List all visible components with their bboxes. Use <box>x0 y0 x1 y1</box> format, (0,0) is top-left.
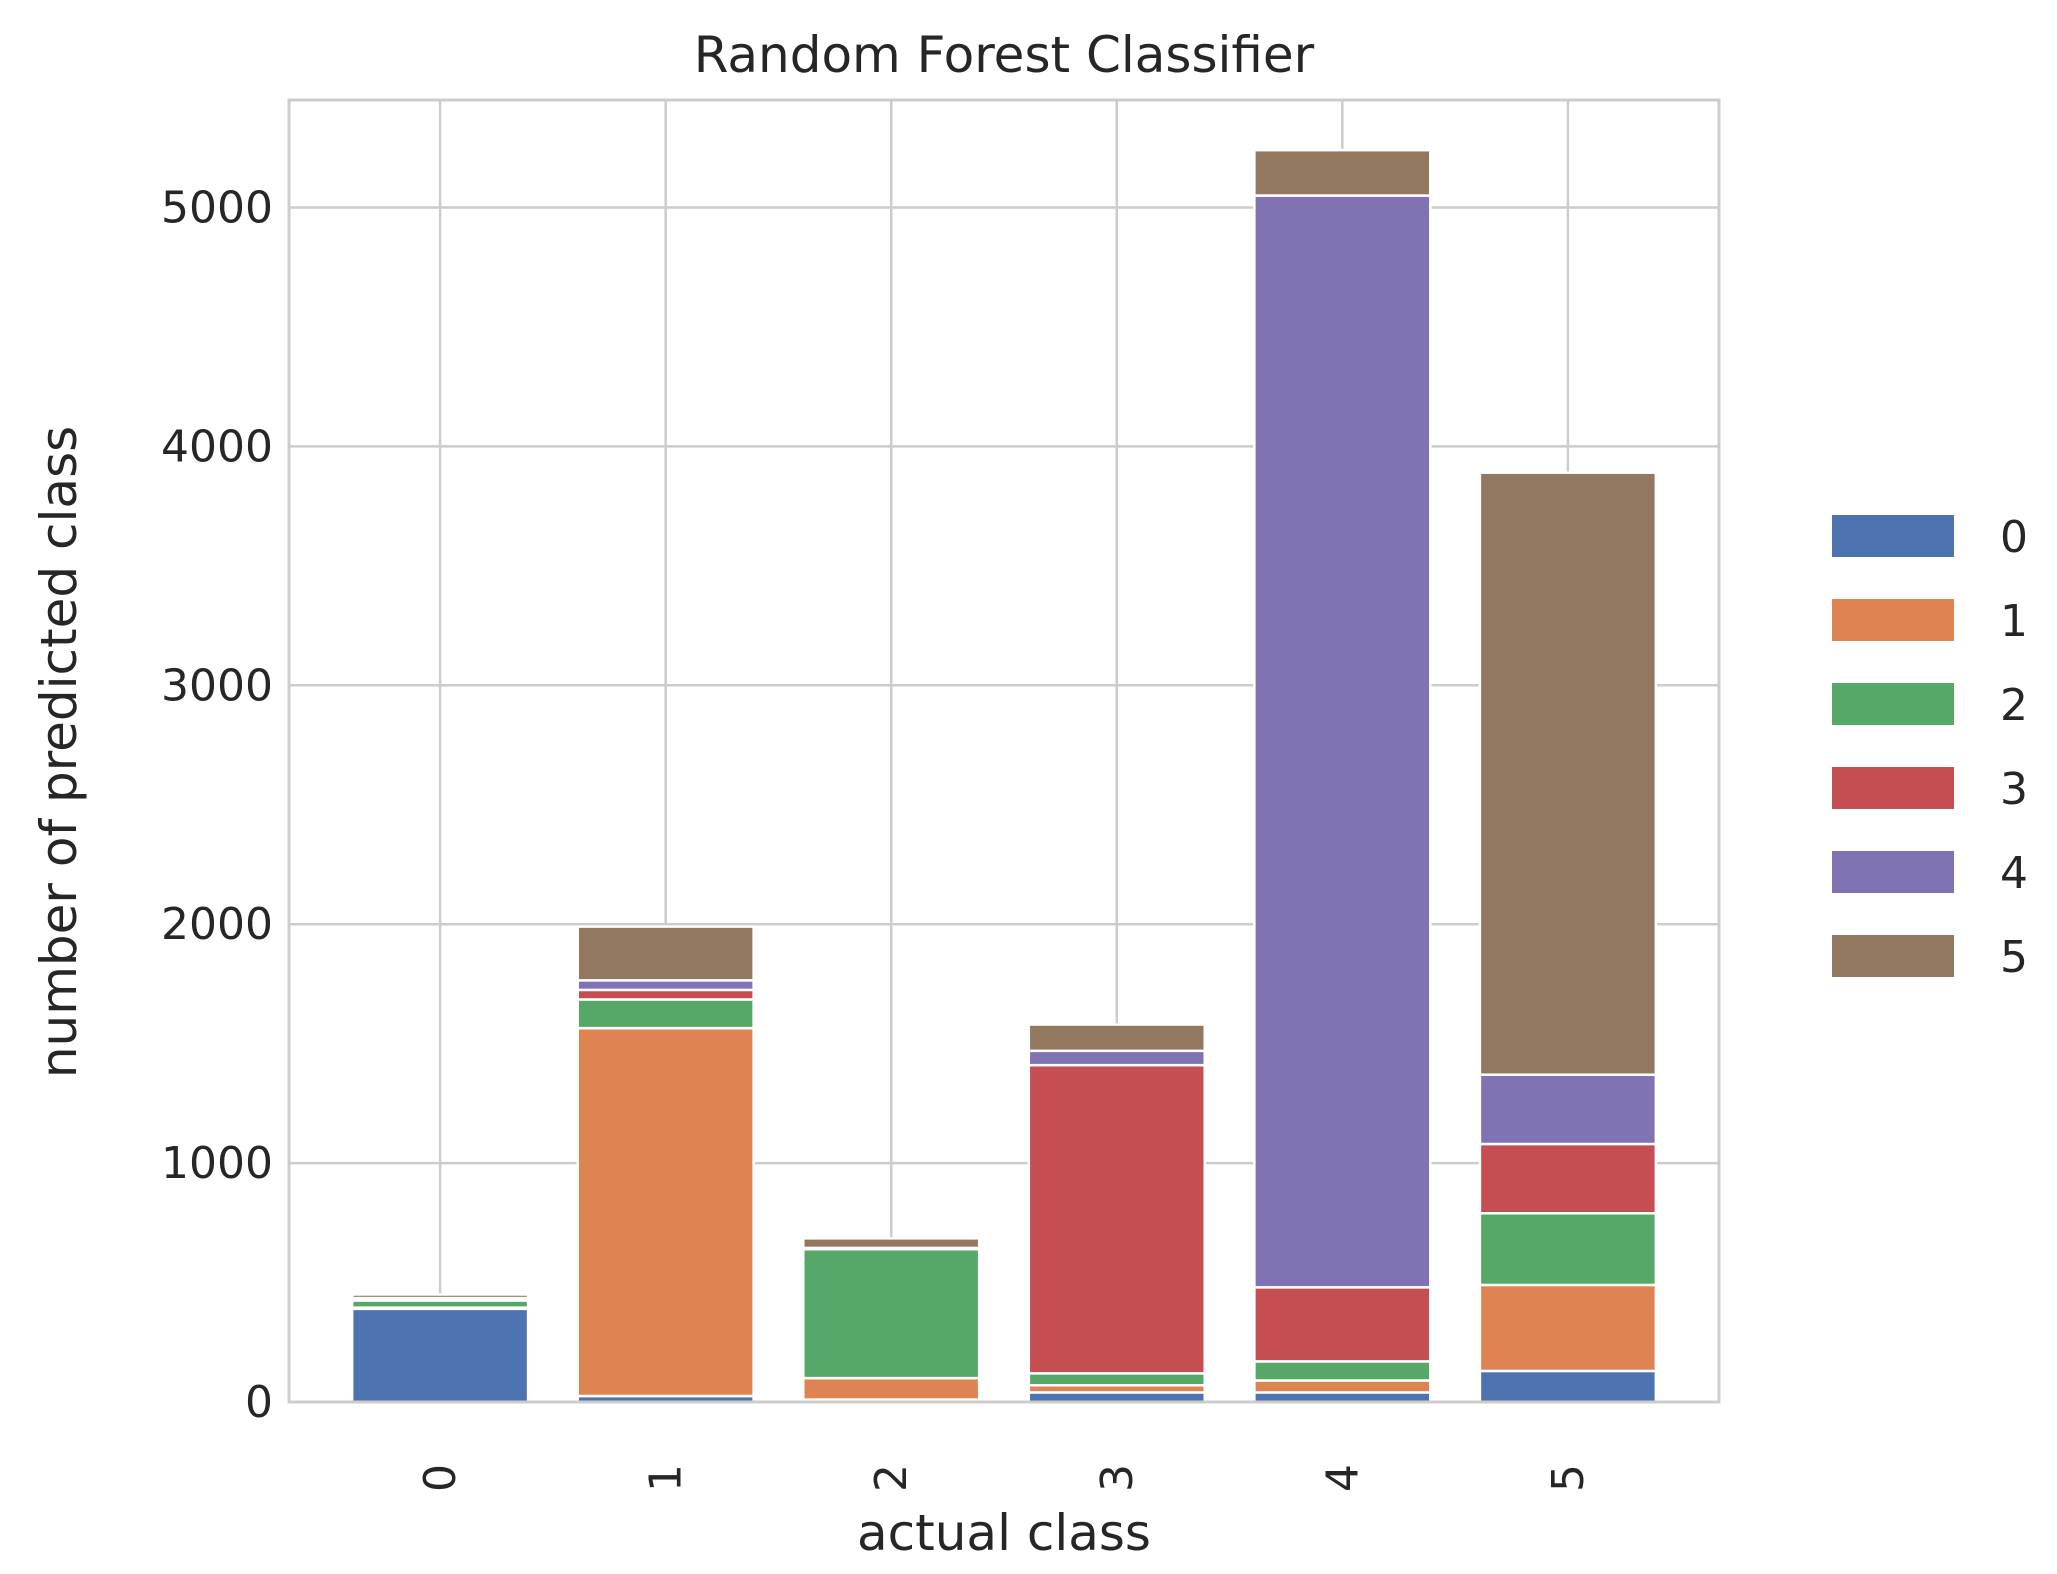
legend-swatch-0 <box>1832 515 1954 557</box>
y-axis-label: number of predicted class <box>30 426 88 1078</box>
x-tick-label-4: 4 <box>1317 1464 1368 1492</box>
legend-swatch-2 <box>1832 683 1954 725</box>
y-axis-ticks: 0 1000 2000 3000 4000 5000 <box>161 183 273 1428</box>
legend-swatch-3 <box>1832 767 1954 809</box>
legend-label-1: 1 <box>2000 596 2028 647</box>
legend: 0 1 2 3 4 5 <box>1832 512 2028 983</box>
legend-label-3: 3 <box>2000 764 2028 815</box>
legend-label-2: 2 <box>2000 680 2028 731</box>
chart-title: Random Forest Classifier <box>694 26 1315 84</box>
legend-label-4: 4 <box>2000 848 2028 899</box>
bar-actual-2-predicted-5 <box>802 1237 981 1250</box>
y-tick-label-2: 2000 <box>161 899 273 950</box>
bar-actual-5-predicted-0 <box>1478 1369 1658 1404</box>
bar-actual-3-predicted-4 <box>1027 1049 1206 1067</box>
x-tick-label-3: 3 <box>1092 1464 1143 1492</box>
x-tick-label-5: 5 <box>1543 1464 1594 1492</box>
x-tick-label-1: 1 <box>641 1464 692 1492</box>
legend-swatch-4 <box>1832 851 1954 893</box>
bar-actual-1-predicted-5 <box>576 925 755 982</box>
bar-actual-5-predicted-5 <box>1478 471 1658 1076</box>
bar-actual-3-predicted-3 <box>1027 1063 1206 1375</box>
bar-actual-4-predicted-1 <box>1253 1379 1432 1394</box>
y-tick-label-1: 1000 <box>161 1138 273 1189</box>
y-tick-label-4: 4000 <box>161 421 273 472</box>
legend-label-5: 5 <box>2000 932 2028 983</box>
y-tick-label-3: 3000 <box>161 660 273 711</box>
bar-actual-1-predicted-1 <box>576 1026 755 1398</box>
x-axis-label: actual class <box>857 1504 1151 1562</box>
bar-actual-4-predicted-4 <box>1253 194 1432 1289</box>
bar-actual-4-predicted-3 <box>1253 1286 1432 1363</box>
bar-actual-3-predicted-5 <box>1027 1023 1206 1053</box>
bar-actual-4-predicted-5 <box>1253 148 1432 197</box>
bar-actual-2-predicted-1 <box>802 1376 981 1401</box>
legend-swatch-5 <box>1832 935 1954 977</box>
bar-actual-3-predicted-2 <box>1027 1372 1206 1387</box>
legend-swatch-1 <box>1832 599 1954 641</box>
bar-actual-1-predicted-4 <box>576 979 755 992</box>
x-axis-ticks: 0 1 2 3 4 5 <box>415 1464 1594 1492</box>
bars <box>350 148 1658 1404</box>
bar-actual-0-predicted-0 <box>350 1307 530 1404</box>
y-tick-label-5: 5000 <box>161 183 273 234</box>
bar-actual-5-predicted-1 <box>1478 1283 1658 1373</box>
bar-actual-0-predicted-5 <box>350 1293 530 1300</box>
bar-actual-1-predicted-2 <box>576 998 755 1030</box>
bar-actual-2-predicted-2 <box>802 1247 981 1380</box>
y-tick-label-0: 0 <box>245 1377 273 1428</box>
bar-actual-5-predicted-3 <box>1478 1142 1658 1215</box>
x-tick-label-0: 0 <box>415 1464 466 1492</box>
bar-actual-5-predicted-4 <box>1478 1073 1658 1146</box>
legend-label-0: 0 <box>2000 512 2028 563</box>
bar-actual-5-predicted-2 <box>1478 1212 1658 1287</box>
bar-actual-1-predicted-3 <box>576 988 755 1001</box>
bar-actual-4-predicted-2 <box>1253 1360 1432 1382</box>
x-tick-label-2: 2 <box>866 1464 917 1492</box>
plot-frame <box>287 98 1721 1404</box>
